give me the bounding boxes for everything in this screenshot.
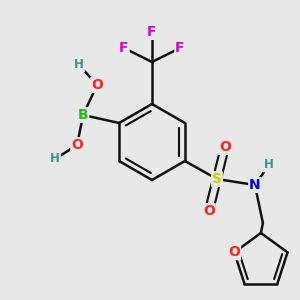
Text: H: H [264, 158, 274, 172]
Text: F: F [175, 41, 185, 55]
Text: O: O [228, 245, 240, 259]
Text: O: O [71, 138, 83, 152]
Text: H: H [74, 58, 84, 71]
Text: F: F [147, 25, 157, 39]
Text: S: S [212, 172, 222, 186]
Text: F: F [119, 41, 129, 55]
Text: N: N [249, 178, 261, 192]
Text: O: O [91, 78, 103, 92]
Text: O: O [219, 140, 231, 154]
Text: H: H [50, 152, 60, 166]
Text: B: B [78, 108, 88, 122]
Text: O: O [203, 204, 215, 218]
